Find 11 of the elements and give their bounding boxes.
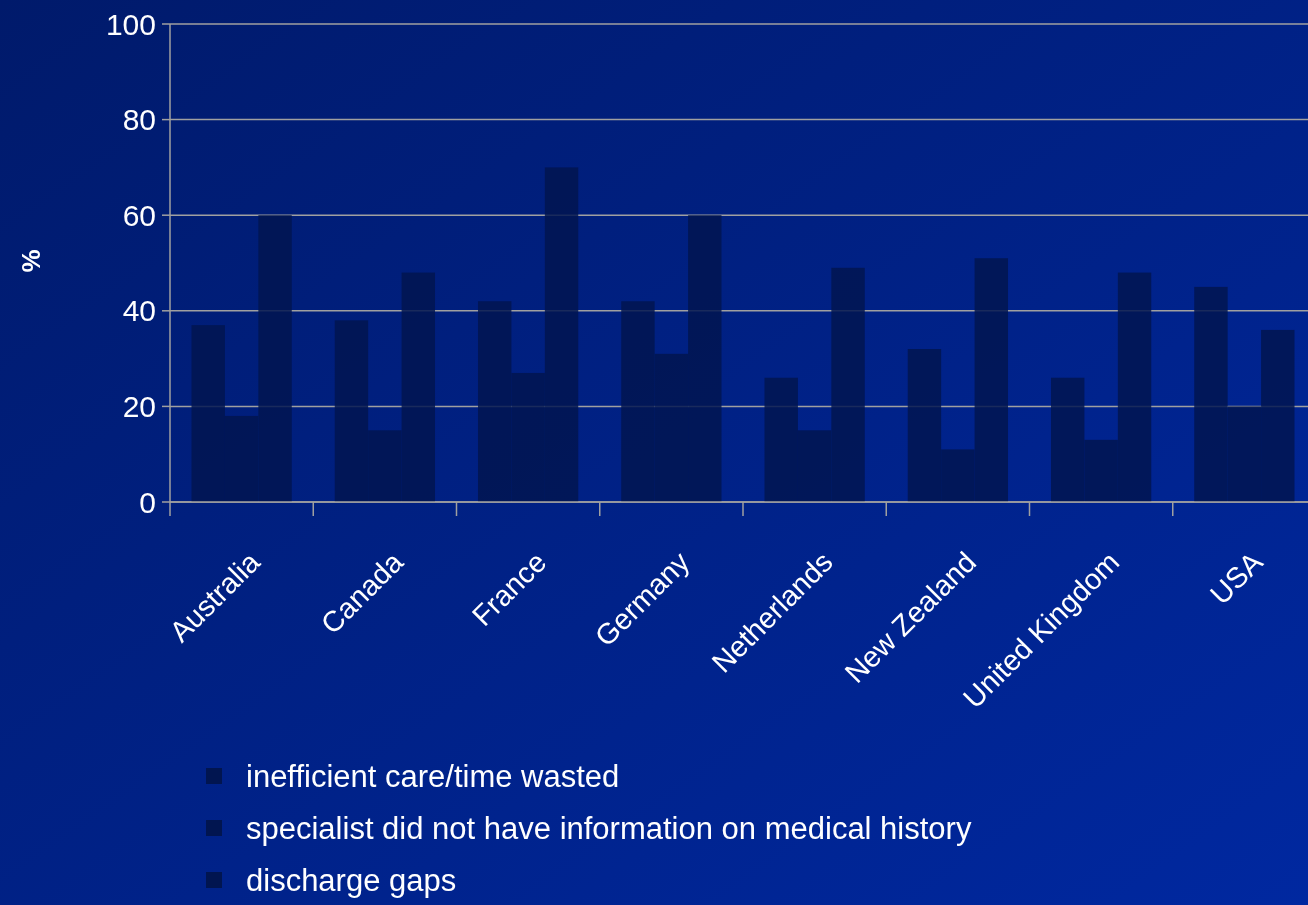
legend-label: discharge gaps [246, 862, 457, 898]
legend-label: specialist did not have information on medical history [246, 810, 972, 846]
y-tick-label: 40 [122, 294, 156, 328]
legend-label: inefficient care/time wasted [246, 758, 620, 794]
y-tick-label: 20 [122, 389, 156, 423]
y-tick-label: 60 [122, 198, 156, 232]
x-tick-label: USA [1203, 545, 1270, 611]
y-tick-label: 80 [122, 103, 156, 137]
y-tick-label: 0 [139, 485, 156, 519]
y-axis-title: % [16, 249, 46, 273]
y-tick-label: 100 [105, 7, 156, 41]
